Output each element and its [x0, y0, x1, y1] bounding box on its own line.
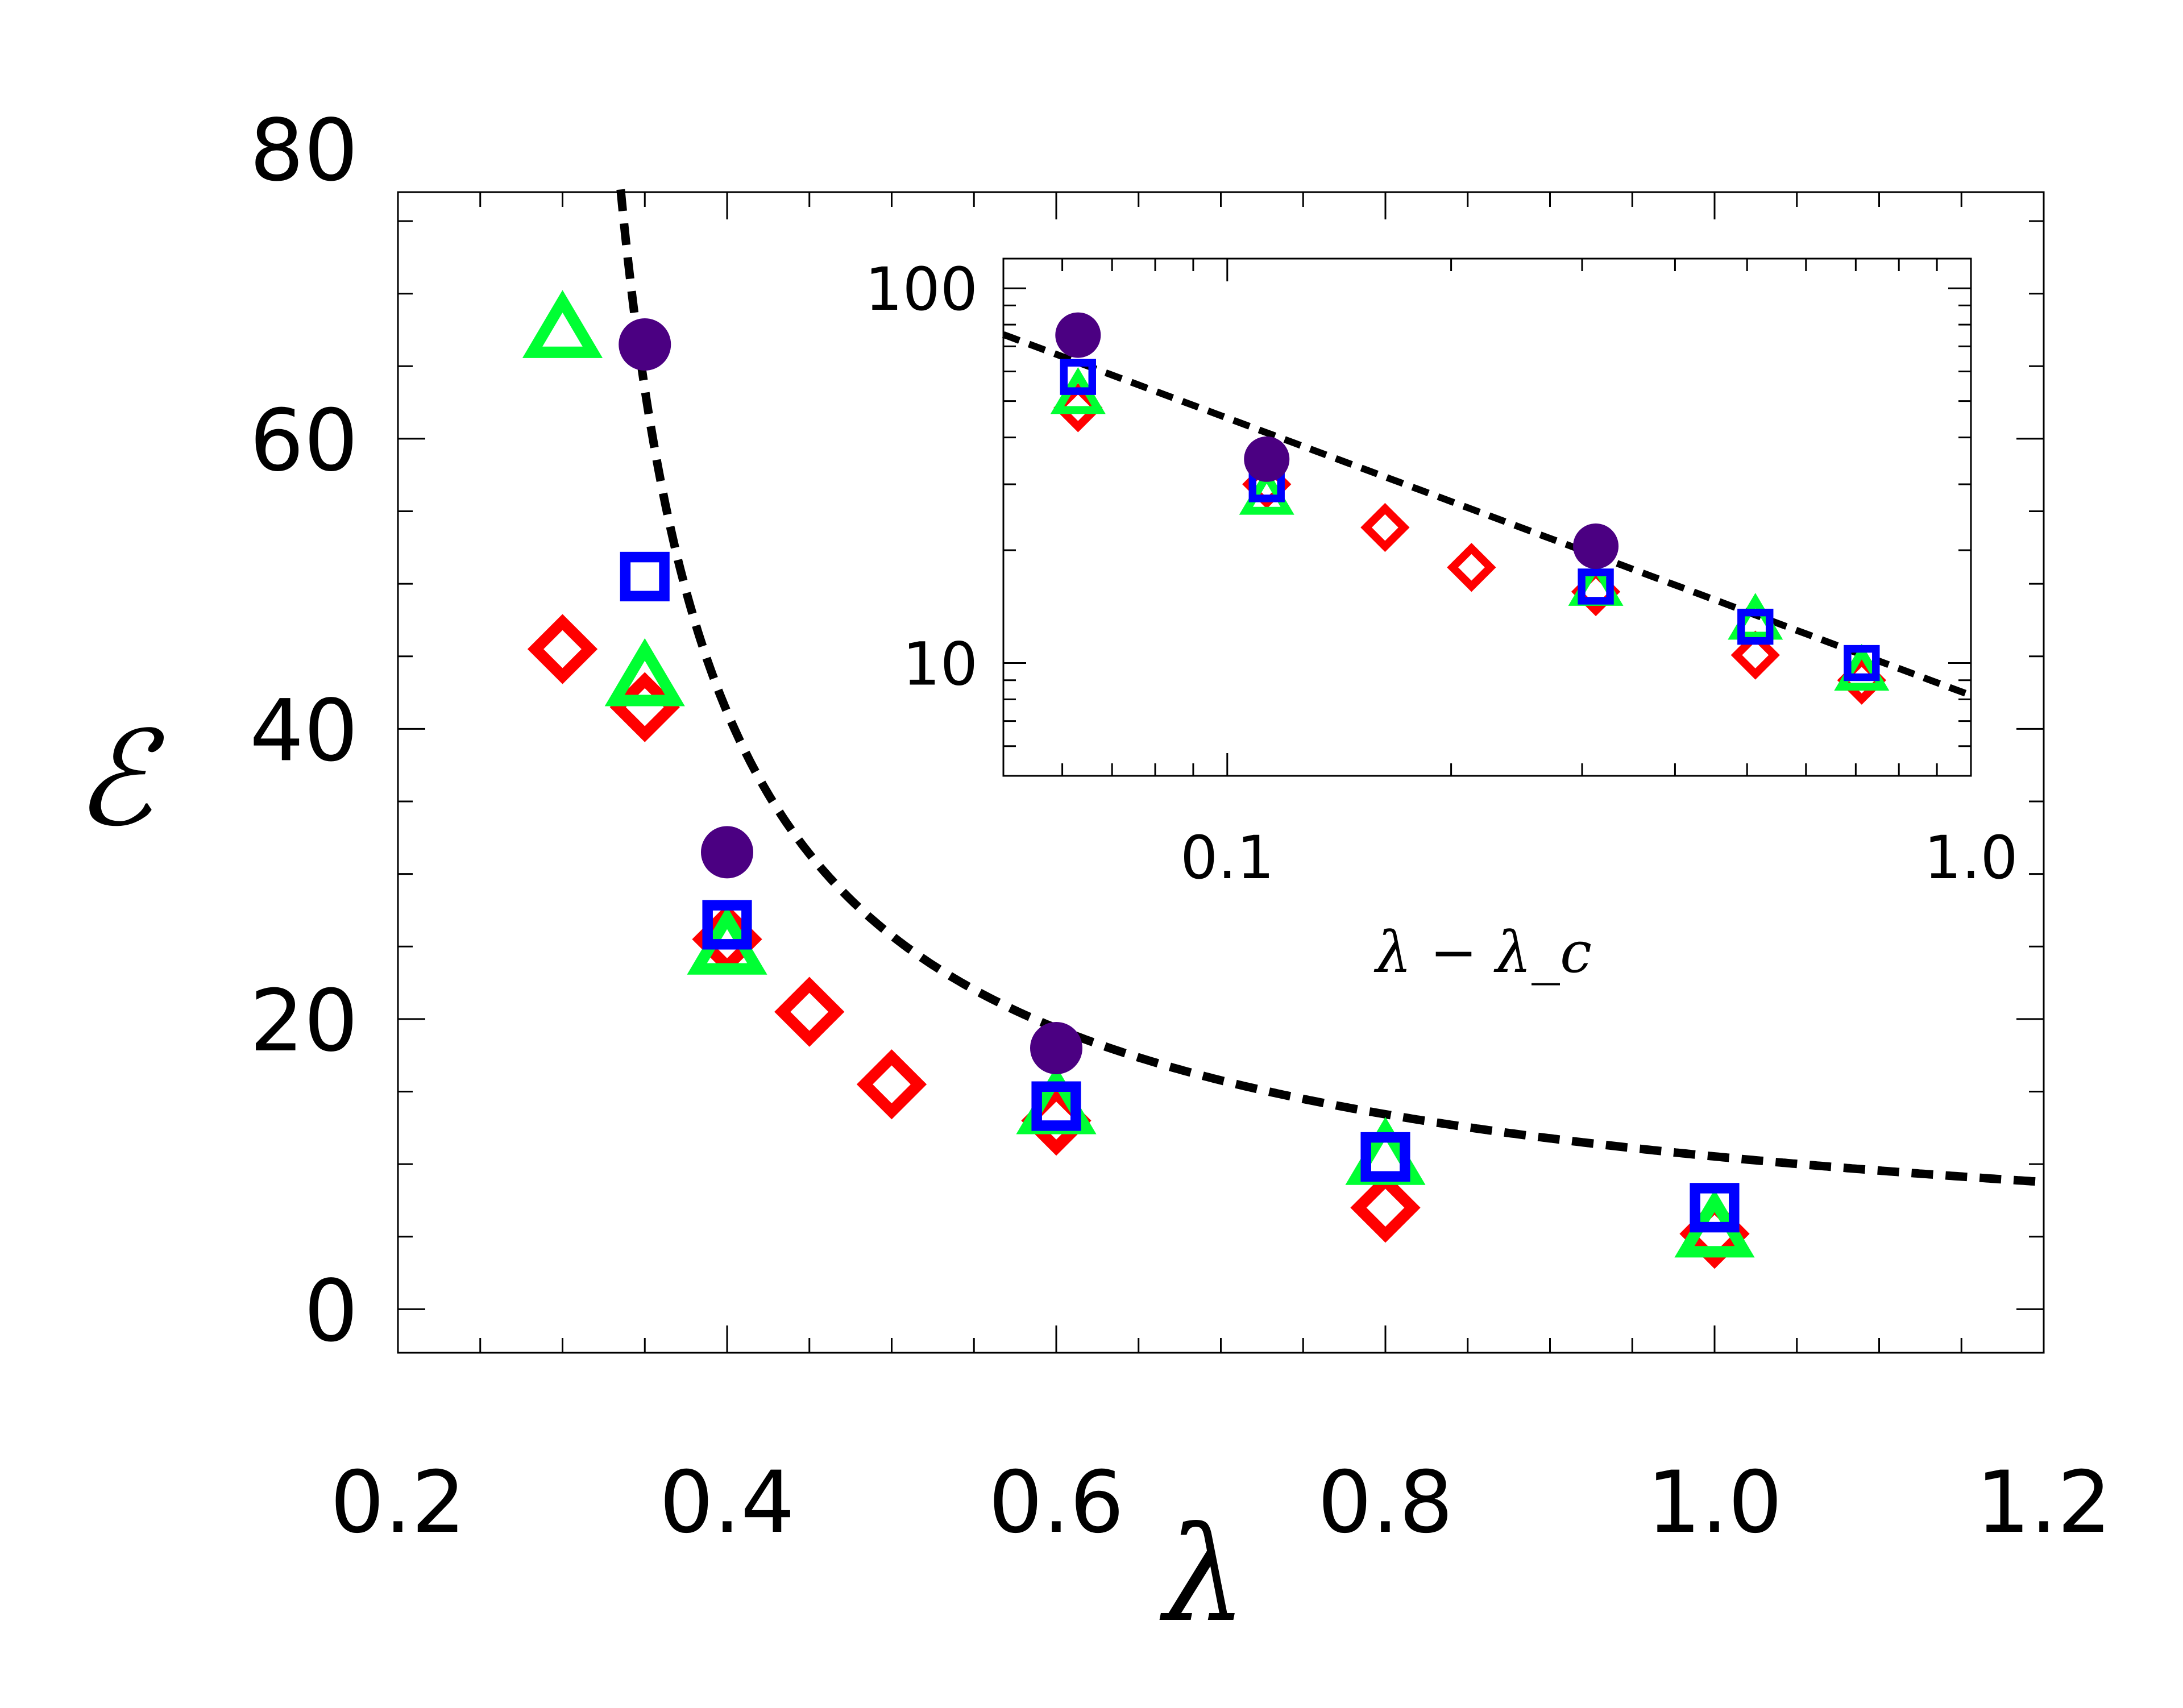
main-y-axis-label: ℰ: [74, 704, 165, 855]
inset-point-circle: [1055, 312, 1101, 358]
inset-point-circle: [1573, 523, 1619, 569]
main-point-diamond: [774, 976, 845, 1047]
main-point-diamond: [1350, 1173, 1421, 1243]
inset-point-diamond: [1447, 543, 1496, 592]
inset-point-diamond: [1730, 630, 1780, 680]
main-x-axis-label: λ: [1159, 1499, 1247, 1651]
main-x-tick-label: 1.2: [1976, 1453, 2112, 1552]
main-y-tick-label: 40: [250, 681, 358, 780]
main-series-square: [620, 551, 1740, 1233]
main-point-triangle: [522, 290, 603, 358]
inset-ticks: [1002, 259, 1972, 776]
main-y-tick-label: 80: [250, 101, 358, 200]
inset-point-square: [1844, 645, 1880, 681]
inset-x-tick-label: 1.0: [1924, 823, 2018, 892]
inset-point-diamond: [1360, 502, 1410, 552]
inset-x-tick-label: 0.1: [1180, 823, 1274, 892]
main-point-square: [1031, 1081, 1081, 1131]
inset-point-triangle: [1834, 643, 1890, 691]
main-point-square: [620, 551, 670, 601]
main-point-circle: [1030, 1021, 1082, 1074]
main-y-tick-label: 60: [250, 392, 358, 491]
inset-point-triangle: [1728, 593, 1783, 640]
main-point-square: [1360, 1132, 1410, 1182]
main-x-tick-label: 0.4: [659, 1453, 795, 1552]
main-point-square: [702, 900, 752, 950]
main-y-tick-label: 0: [304, 1262, 358, 1361]
main-ticks: [397, 192, 2045, 1353]
inset-point-square: [1578, 568, 1614, 605]
main-point-triangle: [604, 638, 685, 707]
main-series-circle: [619, 318, 1082, 1074]
main-y-tick-label: 20: [250, 972, 358, 1071]
main-x-tick-label: 0.2: [330, 1453, 466, 1552]
inset-point-square: [1060, 359, 1096, 395]
main-x-tick-label: 0.6: [989, 1453, 1124, 1552]
main-point-square: [1690, 1183, 1740, 1233]
main-point-diamond: [856, 1049, 927, 1120]
inset-y-tick-label: 10: [903, 630, 978, 699]
main-point-circle: [619, 318, 671, 371]
inset-plot-frame: [1002, 257, 1972, 777]
main-fit-curve: [616, 189, 2044, 1186]
inset-x-axis-label: λ − λ_c: [1373, 919, 1592, 986]
inset-point-triangle: [1239, 468, 1294, 515]
inset-series-circle: [1055, 312, 1619, 569]
inset-y-tick-label: 100: [865, 255, 978, 324]
main-x-tick-label: 0.8: [1318, 1453, 1454, 1552]
main-point-diamond: [527, 614, 598, 684]
inset-fit-line: [1002, 331, 1973, 699]
main-x-tick-label: 1.0: [1647, 1453, 1783, 1552]
main-point-circle: [701, 826, 753, 879]
inset-point-circle: [1244, 436, 1290, 482]
inset-point-square: [1737, 608, 1774, 645]
